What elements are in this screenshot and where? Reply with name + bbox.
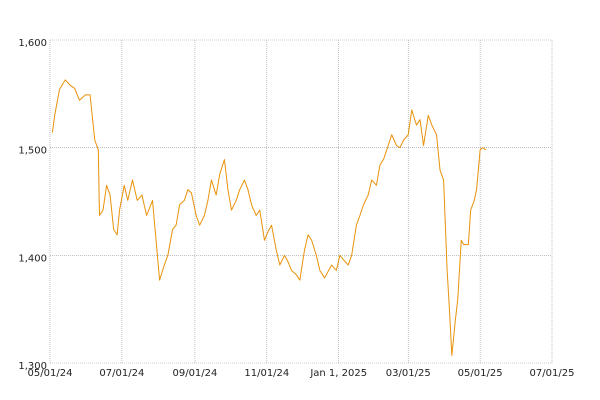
y-tick-label: 1,500 <box>18 146 47 157</box>
x-tick-label: 03/01/25 <box>386 368 431 379</box>
x-tick-label: 07/01/24 <box>99 368 144 379</box>
data-line <box>51 79 487 356</box>
x-tick-label: 11/01/24 <box>244 368 289 379</box>
x-tick-label: 07/01/25 <box>530 368 575 379</box>
x-tick-label: 09/01/24 <box>172 368 217 379</box>
x-tick-label: 05/01/25 <box>458 368 503 379</box>
y-tick-label: 1,300 <box>18 361 47 372</box>
x-tick-label: 05/01/24 <box>28 368 73 379</box>
y-tick-label: 1,400 <box>18 253 47 264</box>
x-tick-label: Jan 1, 2025 <box>309 368 367 379</box>
y-tick-label: 1,600 <box>18 38 47 49</box>
